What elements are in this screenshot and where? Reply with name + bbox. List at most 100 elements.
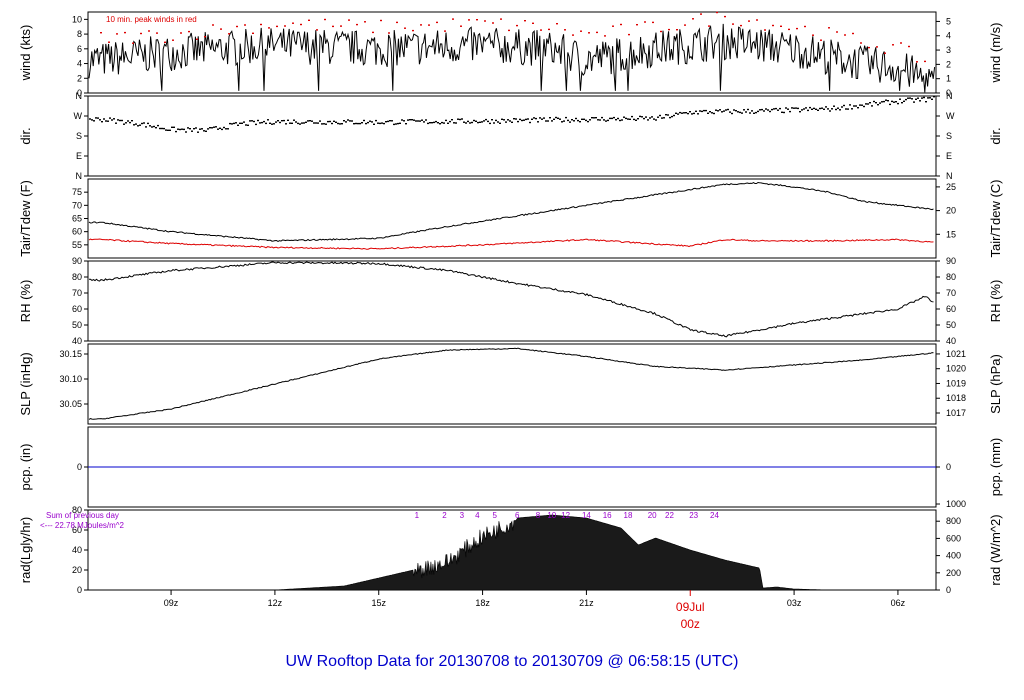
dir-point xyxy=(581,118,583,120)
dir-point xyxy=(181,128,183,130)
dir-point xyxy=(445,119,447,122)
ytick-left-label: 80 xyxy=(72,505,82,515)
dir-point xyxy=(481,121,483,123)
dir-point xyxy=(719,109,721,111)
ytick-left-label: 60 xyxy=(72,525,82,535)
dir-point xyxy=(167,129,169,131)
wind-peak-point xyxy=(700,13,702,15)
wind-peak-point xyxy=(652,21,654,24)
dir-point xyxy=(265,122,267,125)
dir-point xyxy=(769,110,771,113)
dir-point xyxy=(633,118,635,121)
dir-point xyxy=(333,120,335,122)
dir-point xyxy=(419,120,421,122)
dir-point xyxy=(203,130,205,132)
dir-point xyxy=(263,120,265,123)
wind-peak-point xyxy=(636,24,638,26)
dir-point xyxy=(435,120,437,123)
dir-point xyxy=(701,110,703,113)
wind-peak-point xyxy=(180,32,182,34)
xtick-label: 15z xyxy=(371,598,386,608)
dir-point xyxy=(271,123,273,125)
dir-point xyxy=(645,116,647,118)
wind-peak-point xyxy=(604,35,606,37)
dir-point xyxy=(485,118,487,121)
dir-point xyxy=(169,129,171,131)
dir-point xyxy=(529,121,531,124)
dir-point xyxy=(495,119,497,122)
wind-peak-point xyxy=(884,52,886,54)
dir-point xyxy=(401,119,403,121)
dir-point xyxy=(483,120,485,122)
wind-peak-point xyxy=(300,23,302,26)
dir-point xyxy=(881,101,883,103)
wind-peak-point xyxy=(236,25,238,28)
panel-temp: Tair/Tdew (F) Tair/Tdew (C) 55 60 65 70 75 15 20… xyxy=(18,178,1003,259)
rad-hour-label: 18 xyxy=(624,511,633,520)
dir-point xyxy=(119,119,121,122)
wind-peak-point xyxy=(732,23,734,25)
dir-point xyxy=(625,117,627,120)
dir-point xyxy=(189,128,191,130)
dir-point xyxy=(609,117,611,120)
dir-point xyxy=(301,122,303,124)
dir-point xyxy=(151,126,153,128)
dir-point xyxy=(463,121,465,123)
ytick-left-label: 0 xyxy=(77,585,82,595)
dir-point xyxy=(717,110,719,112)
rad-annotation-2: <--- 22.78 MJoules/m^2 xyxy=(40,521,125,530)
dir-point xyxy=(249,120,251,122)
dir-point xyxy=(195,127,197,129)
ytick-left-label: 8 xyxy=(77,29,82,39)
ytick-left-label: 90 xyxy=(72,256,82,266)
dir-point xyxy=(491,119,493,121)
wind-peak-point xyxy=(196,38,198,40)
dir-point xyxy=(751,110,753,112)
dir-point xyxy=(291,122,293,124)
dir-point xyxy=(911,98,913,100)
wind-peak-point xyxy=(756,19,758,21)
dir-point xyxy=(673,114,675,117)
dir-point xyxy=(125,122,127,124)
xtick-label: 12z xyxy=(268,598,283,608)
dir-point xyxy=(141,122,143,125)
dir-point xyxy=(433,121,435,124)
dir-point xyxy=(855,105,857,107)
dir-point xyxy=(901,102,903,104)
dir-point xyxy=(615,119,617,121)
dir-point xyxy=(691,113,693,115)
dir-point xyxy=(831,108,833,110)
dir-point xyxy=(457,118,459,120)
dir-point xyxy=(543,117,545,119)
wind-peak-point xyxy=(292,22,294,24)
dir-point xyxy=(131,120,133,122)
dir-point xyxy=(739,111,741,114)
dir-point xyxy=(353,123,355,125)
dir-point xyxy=(679,111,681,114)
dir-point xyxy=(161,127,163,130)
dir-point xyxy=(115,122,117,124)
wind-peak-point xyxy=(692,18,694,20)
dir-point xyxy=(757,110,759,113)
panel-rh: RH (%) RH (%) 40 50 60 70 80 90 40 50 60 70 80 90 xyxy=(18,256,1003,346)
wind-peak-point xyxy=(524,20,526,22)
dir-point xyxy=(309,120,311,122)
dir-point xyxy=(527,118,529,120)
dir-point xyxy=(91,119,93,121)
dir-point xyxy=(229,122,231,125)
dir-point xyxy=(171,126,173,128)
dir-point xyxy=(211,127,213,129)
dir-point xyxy=(341,123,343,125)
dir-point xyxy=(927,97,929,99)
wind-peak-point xyxy=(268,27,270,29)
dir-point xyxy=(279,121,281,124)
dir-point xyxy=(113,118,115,120)
rad-hour-label: 22 xyxy=(665,511,674,520)
ytick-right-label: 0 xyxy=(946,462,951,472)
wind-peak-point xyxy=(420,24,422,26)
dir-point xyxy=(411,119,413,121)
wind-peak-point xyxy=(132,42,134,44)
dir-point xyxy=(689,111,691,113)
dir-point xyxy=(667,114,669,116)
dir-point xyxy=(307,120,309,122)
